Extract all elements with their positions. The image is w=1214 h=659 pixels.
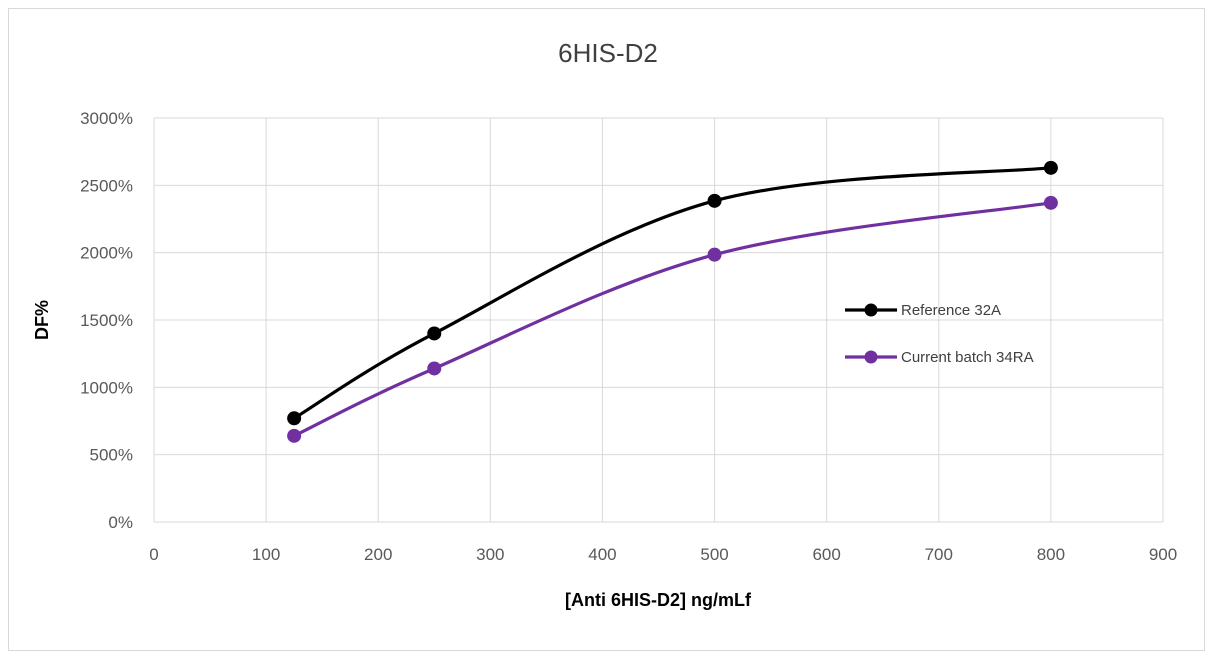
x-tick-label: 100 — [252, 545, 280, 564]
chart-title: 6HIS-D2 — [558, 38, 658, 68]
series-line — [293, 166, 1052, 420]
y-tick-label: 1000% — [80, 378, 133, 397]
x-tick-label: 600 — [812, 545, 840, 564]
y-tick-label: 0% — [108, 513, 133, 532]
y-tick-label: 1500% — [80, 311, 133, 330]
y-tick-label: 2000% — [80, 244, 133, 263]
x-tick-label: 400 — [588, 545, 616, 564]
x-tick-label: 500 — [700, 545, 728, 564]
x-tick-label: 700 — [925, 545, 953, 564]
x-tick-label: 300 — [476, 545, 504, 564]
series-layer — [287, 160, 1058, 443]
legend-item: Current batch 34RA — [845, 349, 1034, 366]
data-point — [427, 326, 442, 341]
x-axis-tick-labels: 0 100 200 300 400 500 600 700 800 900 — [149, 545, 1177, 564]
y-axis-title: DF% — [32, 300, 52, 340]
y-tick-label: 3000% — [80, 109, 133, 128]
legend-marker — [864, 303, 878, 317]
x-axis-title: [Anti 6HIS-D2] ng/mLf — [565, 590, 752, 610]
legend-item: Reference 32A — [845, 302, 1001, 319]
series-2 — [287, 195, 1058, 443]
series-line — [293, 201, 1052, 438]
data-point — [427, 361, 442, 376]
data-point — [707, 193, 722, 208]
legend: Reference 32A Current batch 34RA — [845, 302, 1034, 366]
data-point — [287, 428, 302, 443]
gridlines — [153, 117, 1164, 523]
x-tick-label: 200 — [364, 545, 392, 564]
x-tick-label: 900 — [1149, 545, 1177, 564]
legend-marker — [864, 350, 878, 364]
x-tick-label: 0 — [149, 545, 158, 564]
legend-label: Reference 32A — [901, 302, 1001, 319]
y-axis-tick-labels: 0% 500% 1000% 1500% 2000% 2500% 3000% — [80, 109, 133, 532]
chart-area — [8, 8, 1205, 651]
data-point — [287, 411, 302, 426]
data-point — [1043, 160, 1058, 175]
y-tick-label: 500% — [90, 446, 133, 465]
x-tick-label: 800 — [1037, 545, 1065, 564]
series-1 — [287, 160, 1058, 426]
legend-label: Current batch 34RA — [901, 349, 1034, 366]
y-tick-label: 2500% — [80, 176, 133, 195]
data-point — [707, 247, 722, 262]
data-point — [1043, 195, 1058, 210]
